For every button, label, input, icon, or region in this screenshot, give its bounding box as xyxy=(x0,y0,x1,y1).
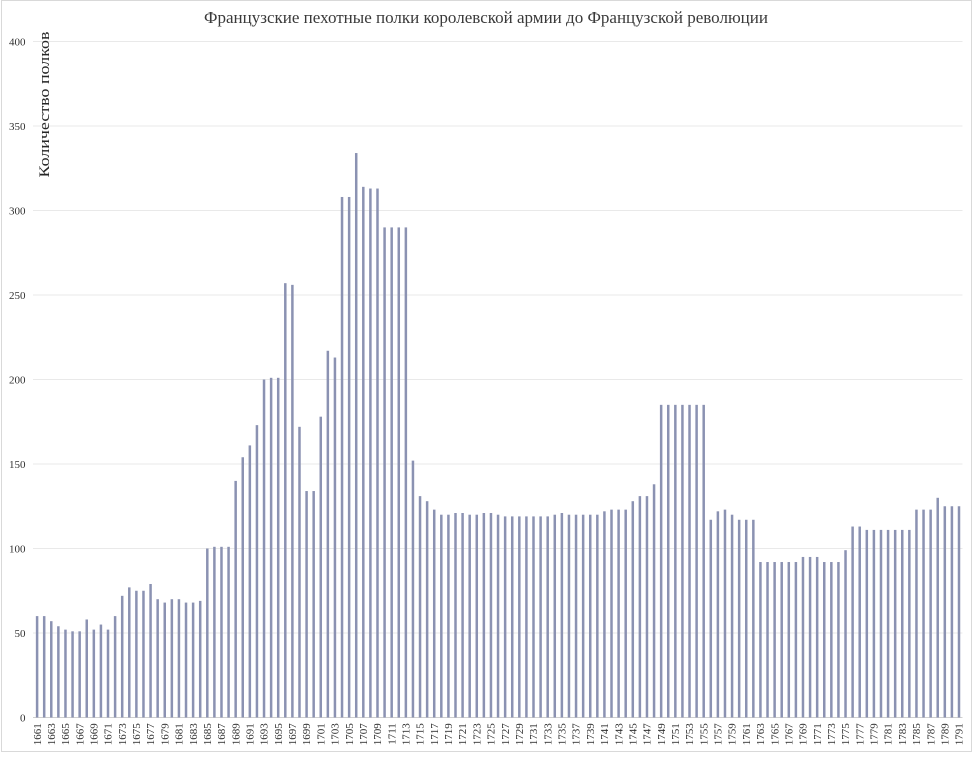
svg-text:1767: 1767 xyxy=(783,723,795,746)
svg-text:50: 50 xyxy=(15,628,27,640)
svg-text:100: 100 xyxy=(9,543,26,555)
svg-text:1699: 1699 xyxy=(301,723,313,746)
svg-text:1773: 1773 xyxy=(826,723,838,746)
svg-text:1667: 1667 xyxy=(74,723,86,746)
svg-text:1693: 1693 xyxy=(259,723,271,746)
svg-text:1681: 1681 xyxy=(174,723,186,745)
svg-text:1661: 1661 xyxy=(32,723,44,745)
svg-text:1675: 1675 xyxy=(131,723,143,746)
svg-text:1701: 1701 xyxy=(315,723,327,745)
svg-text:1785: 1785 xyxy=(911,723,923,746)
svg-text:1683: 1683 xyxy=(188,723,200,746)
svg-text:1725: 1725 xyxy=(486,723,498,746)
svg-text:1765: 1765 xyxy=(769,723,781,746)
svg-text:1691: 1691 xyxy=(245,723,257,745)
svg-text:1743: 1743 xyxy=(613,723,625,746)
svg-text:1777: 1777 xyxy=(854,723,866,746)
svg-text:1757: 1757 xyxy=(713,723,725,746)
svg-text:1787: 1787 xyxy=(925,723,937,746)
svg-text:150: 150 xyxy=(9,459,26,471)
svg-text:1781: 1781 xyxy=(883,723,895,745)
svg-text:200: 200 xyxy=(9,374,26,386)
svg-text:400: 400 xyxy=(9,36,26,48)
svg-text:1789: 1789 xyxy=(939,723,951,746)
svg-text:1709: 1709 xyxy=(372,723,384,746)
svg-text:1669: 1669 xyxy=(88,723,100,746)
svg-text:1733: 1733 xyxy=(542,723,554,746)
svg-text:1673: 1673 xyxy=(117,723,129,746)
svg-text:1685: 1685 xyxy=(202,723,214,746)
svg-text:1747: 1747 xyxy=(642,723,654,746)
svg-text:1695: 1695 xyxy=(273,723,285,746)
svg-text:1679: 1679 xyxy=(159,723,171,746)
svg-text:1769: 1769 xyxy=(798,723,810,746)
svg-text:1771: 1771 xyxy=(812,723,824,745)
svg-text:1775: 1775 xyxy=(840,723,852,746)
svg-text:1735: 1735 xyxy=(557,723,569,746)
svg-text:250: 250 xyxy=(9,290,26,302)
svg-text:1723: 1723 xyxy=(471,723,483,746)
svg-text:1715: 1715 xyxy=(415,723,427,746)
svg-text:350: 350 xyxy=(9,121,26,133)
svg-text:Количество полков: Количество полков xyxy=(37,32,53,178)
svg-text:1749: 1749 xyxy=(656,723,668,746)
svg-text:1745: 1745 xyxy=(627,723,639,746)
svg-text:1741: 1741 xyxy=(599,723,611,745)
svg-text:1759: 1759 xyxy=(727,723,739,746)
svg-text:1779: 1779 xyxy=(869,723,881,746)
svg-text:1663: 1663 xyxy=(46,723,58,746)
svg-text:1705: 1705 xyxy=(344,723,356,746)
svg-text:1697: 1697 xyxy=(287,723,299,746)
svg-text:0: 0 xyxy=(20,712,26,724)
svg-text:1729: 1729 xyxy=(514,723,526,746)
svg-text:1721: 1721 xyxy=(457,723,469,745)
svg-text:1665: 1665 xyxy=(60,723,72,746)
svg-text:1751: 1751 xyxy=(670,723,682,745)
svg-text:1707: 1707 xyxy=(358,723,370,746)
svg-text:1713: 1713 xyxy=(401,723,413,746)
svg-text:1783: 1783 xyxy=(897,723,909,746)
svg-text:1791: 1791 xyxy=(954,723,966,745)
svg-text:1731: 1731 xyxy=(528,723,540,745)
svg-text:1671: 1671 xyxy=(103,723,115,745)
svg-text:1711: 1711 xyxy=(386,723,398,745)
svg-text:1703: 1703 xyxy=(330,723,342,746)
svg-text:300: 300 xyxy=(9,205,26,217)
svg-text:1687: 1687 xyxy=(216,723,228,746)
svg-text:1727: 1727 xyxy=(500,723,512,746)
svg-text:1737: 1737 xyxy=(571,723,583,746)
svg-text:1761: 1761 xyxy=(741,723,753,745)
svg-text:1763: 1763 xyxy=(755,723,767,746)
svg-text:1755: 1755 xyxy=(698,723,710,746)
svg-text:1677: 1677 xyxy=(145,723,157,746)
svg-text:Французские пехотные полки кор: Французские пехотные полки королевской а… xyxy=(204,8,768,27)
svg-text:1739: 1739 xyxy=(585,723,597,746)
svg-text:1719: 1719 xyxy=(443,723,455,746)
svg-text:1689: 1689 xyxy=(230,723,242,746)
svg-text:1717: 1717 xyxy=(429,723,441,746)
svg-text:1753: 1753 xyxy=(684,723,696,746)
